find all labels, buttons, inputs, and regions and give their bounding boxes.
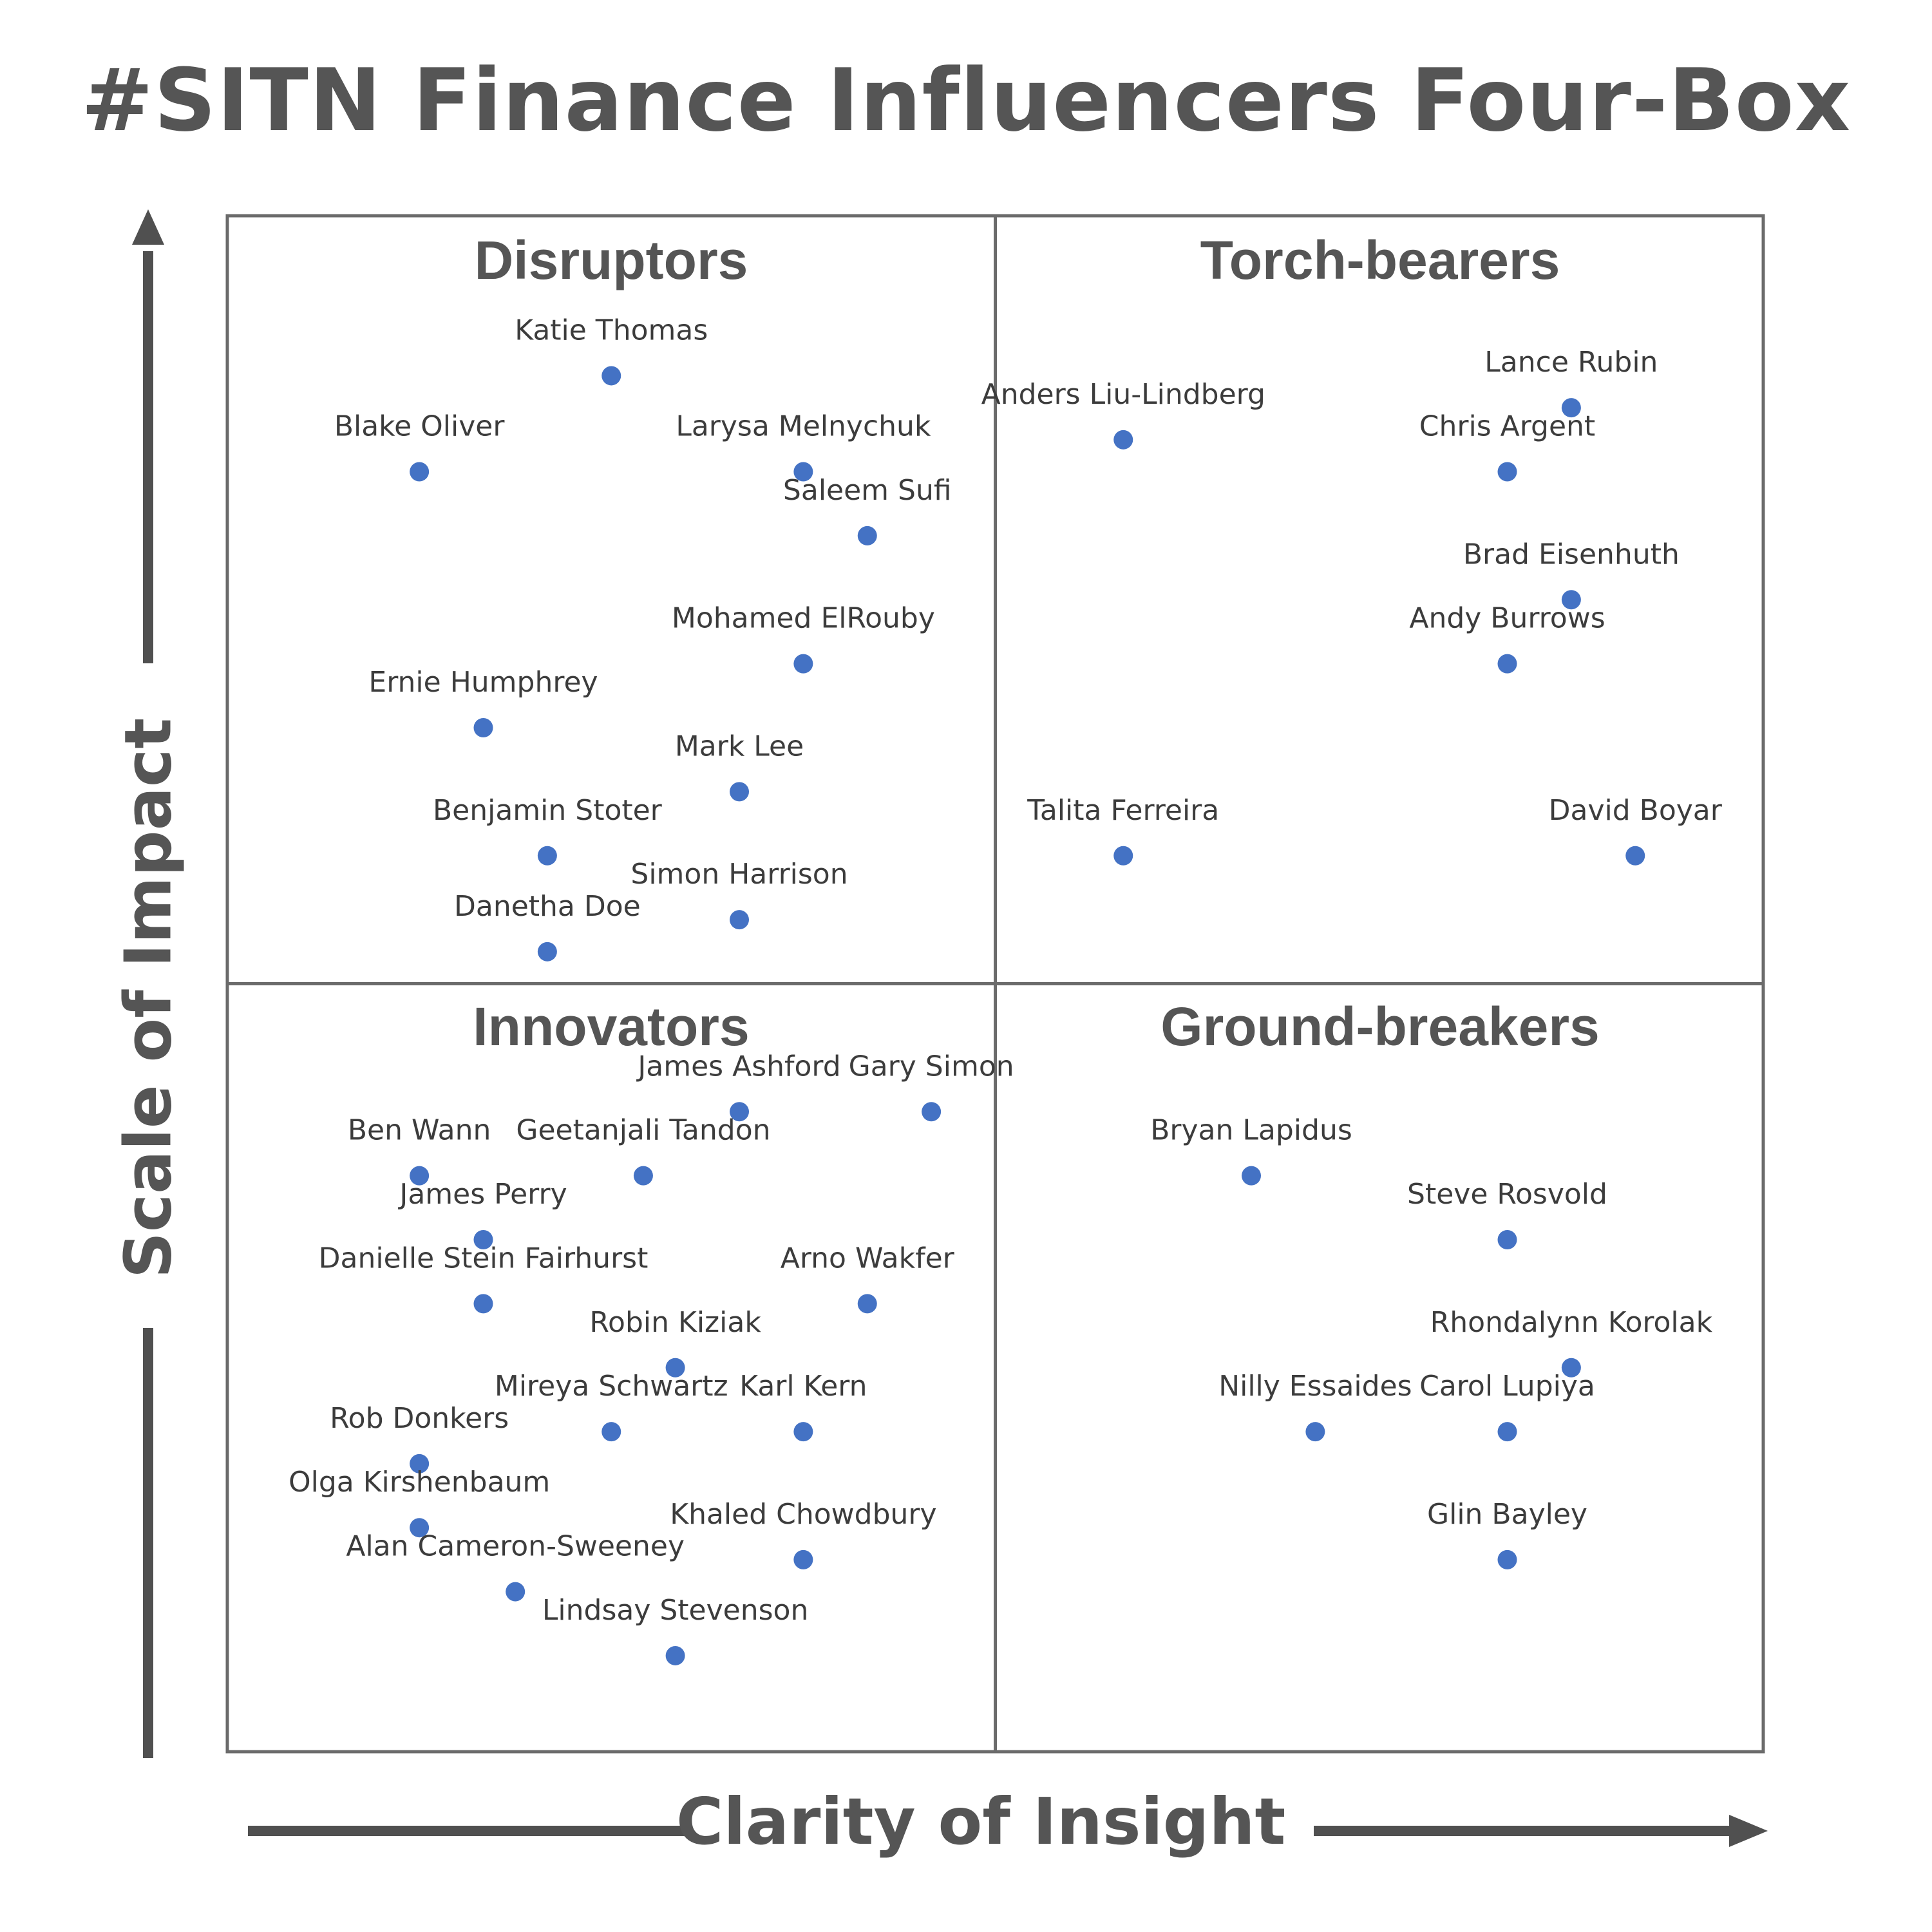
point-marker [1242, 1166, 1261, 1186]
point-marker [633, 1166, 653, 1186]
point-label: Carol Lupiya [1419, 1370, 1595, 1403]
data-points: Katie Thomas Blake Oliver Larysa Melnychuk… [289, 314, 1723, 1665]
point-label: Arno Wakfer [781, 1242, 955, 1274]
y-axis-arrowhead [132, 209, 164, 245]
point-marker [730, 1102, 749, 1122]
point-label: David Boyar [1549, 794, 1723, 827]
point-marker [1497, 1549, 1517, 1569]
point-marker [793, 1549, 813, 1569]
point-label: Talita Ferreira [1027, 794, 1219, 827]
point-marker [601, 366, 621, 386]
point-marker [730, 782, 749, 802]
point-label: Saleem Sufi [783, 474, 952, 507]
point-label: Khaled Chowdbury [670, 1498, 936, 1531]
point-label: Karl Kern [739, 1370, 867, 1403]
point-marker [665, 1645, 685, 1665]
quadrant-title-ground-breakers: Ground-breakers [1160, 996, 1600, 1057]
point-label: Geetanjali Tandon [516, 1114, 770, 1147]
chart-title: #SITN Finance Influencers Four-Box [80, 50, 1852, 151]
point-label: Chris Argent [1419, 410, 1595, 443]
point-label: Gary Simon [849, 1050, 1014, 1083]
point-label: Steve Rosvold [1407, 1178, 1607, 1211]
point-marker [1113, 430, 1133, 450]
point-marker [473, 1294, 493, 1314]
point-label: Robin Kiziak [589, 1306, 761, 1339]
point-label: Mohamed ElRouby [672, 602, 935, 635]
point-marker [537, 942, 557, 961]
point-marker [922, 1102, 942, 1122]
point-label: Andy Burrows [1409, 602, 1605, 635]
point-label: Lindsay Stevenson [542, 1594, 808, 1627]
quadrant-title-innovators: Innovators [473, 996, 749, 1057]
point-marker [1561, 1358, 1581, 1378]
point-label: Mireya Schwartz [495, 1370, 728, 1403]
point-label: Alan Cameron-Sweeney [346, 1530, 685, 1563]
point-marker [1305, 1422, 1325, 1442]
quadrant-title-torch-bearers: Torch-bearers [1200, 230, 1560, 290]
y-axis-label: Scale of Impact [110, 717, 186, 1279]
point-label: Larysa Melnychuk [676, 410, 931, 443]
point-marker [1113, 846, 1133, 866]
x-axis-arrowhead [1729, 1815, 1768, 1847]
point-label: Anders Liu-Lindberg [981, 378, 1265, 411]
point-marker [410, 462, 430, 482]
point-label: Ernie Humphrey [368, 666, 598, 699]
point-marker [537, 846, 557, 866]
point-marker [473, 1230, 493, 1249]
point-label: Rob Donkers [330, 1402, 509, 1435]
point-marker [793, 654, 813, 674]
point-label: Ben Wann [348, 1114, 491, 1147]
quadrant-title-disruptors: Disruptors [475, 230, 748, 290]
point-label: Danielle Stein Fairhurst [319, 1242, 649, 1274]
point-marker [1497, 1422, 1517, 1442]
point-label: Rhondalynn Korolak [1430, 1306, 1713, 1339]
point-marker [1497, 462, 1517, 482]
point-label: Blake Oliver [334, 410, 506, 443]
point-label: Danetha Doe [454, 890, 641, 923]
point-label: James Perry [397, 1178, 567, 1211]
point-label: Bryan Lapidus [1150, 1114, 1352, 1147]
point-label: Nilly Essaides [1218, 1370, 1412, 1403]
point-marker [857, 1294, 877, 1314]
point-label: Katie Thomas [515, 314, 708, 346]
point-label: Olga Kirshenbaum [289, 1466, 550, 1499]
point-marker [410, 1454, 430, 1473]
point-marker [665, 1358, 685, 1378]
x-axis-label: Clarity of Insight [676, 1784, 1286, 1859]
point-marker [473, 718, 493, 737]
point-marker [410, 1518, 430, 1538]
point-marker [1561, 590, 1581, 610]
point-marker [1497, 1230, 1517, 1249]
point-marker [1625, 846, 1645, 866]
point-label: Simon Harrison [630, 858, 848, 891]
point-label: Lance Rubin [1484, 346, 1658, 379]
point-marker [410, 1166, 430, 1186]
point-marker [1561, 398, 1581, 418]
point-label: Benjamin Stoter [433, 794, 663, 827]
point-marker [857, 526, 877, 545]
point-marker [506, 1582, 526, 1602]
point-label: Glin Bayley [1427, 1498, 1587, 1531]
point-marker [793, 462, 813, 482]
point-label: Mark Lee [675, 730, 804, 762]
point-marker [1497, 654, 1517, 674]
point-marker [793, 1422, 813, 1442]
point-label: James Ashford [636, 1050, 840, 1083]
point-marker [730, 910, 749, 930]
point-marker [601, 1422, 621, 1442]
point-label: Brad Eisenhuth [1463, 538, 1680, 571]
